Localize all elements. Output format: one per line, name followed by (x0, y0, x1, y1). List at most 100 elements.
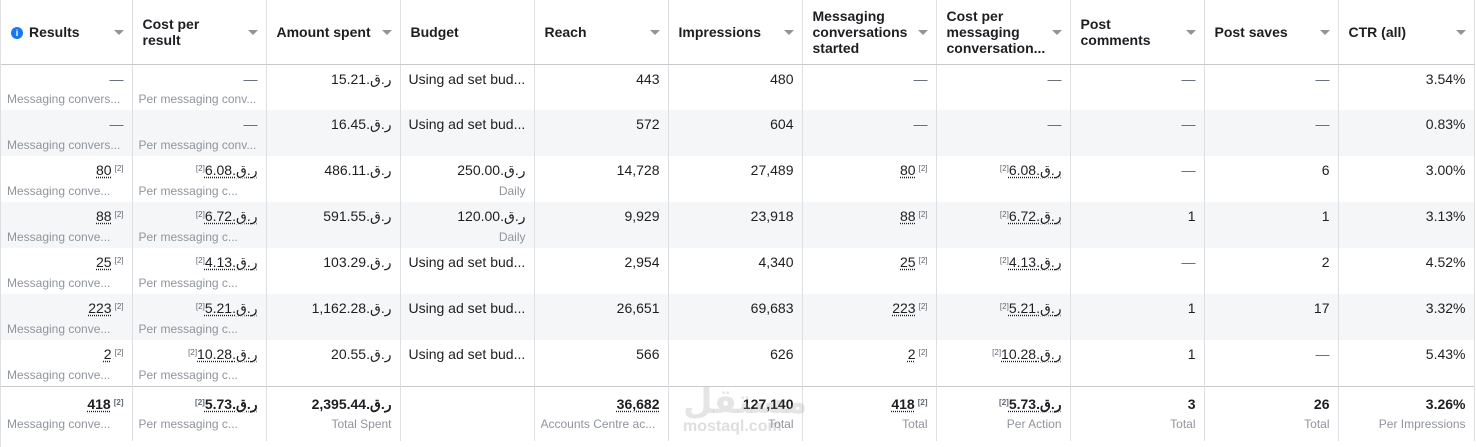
budget-text: Using ad set bud... (408, 70, 526, 87)
cell-value[interactable]: 88 [2] (96, 208, 123, 224)
value-text[interactable]: ر.ق.6.72 (1008, 208, 1062, 224)
column-header-post-comments[interactable]: Post comments (1070, 0, 1205, 65)
cell-value[interactable]: ر.ق.5.73[2] (192, 396, 257, 413)
table-row[interactable]: 2 [2] Messaging conve... ر.ق.10.28[2] Per me… (1, 340, 1475, 386)
cell-value[interactable]: 223 [2] (88, 300, 123, 316)
table-row[interactable]: — Messaging convers... — Per messaging conv… (1, 110, 1475, 156)
cell-value[interactable]: 80 [2] (900, 162, 927, 178)
column-header-messaging-conversations[interactable]: Messaging conversations started (802, 0, 937, 65)
cell-value[interactable]: 2 [2] (104, 346, 124, 362)
value-text[interactable]: 80 (900, 162, 916, 178)
cell-value[interactable]: 36,682 (617, 396, 660, 412)
value-text[interactable]: 25 (96, 254, 112, 270)
column-header-reach[interactable]: Reach (534, 0, 669, 65)
cell-value[interactable]: ر.ق.6.08[2] (193, 162, 258, 179)
value-text: 0.83% (1425, 116, 1466, 132)
value-text: — (109, 70, 124, 87)
column-header-cost-per-messaging[interactable]: Cost per messaging conversation... (936, 0, 1071, 65)
chevron-down-icon[interactable] (1455, 29, 1466, 35)
column-header-ctr[interactable]: CTR (all) (1338, 0, 1475, 65)
chevron-down-icon[interactable] (783, 29, 794, 35)
value-text[interactable]: ر.ق.5.21 (1008, 300, 1062, 316)
cell-value[interactable]: ر.ق.5.73[2] (996, 396, 1061, 413)
cell-value[interactable]: 418 [2] (87, 396, 123, 412)
cell-value: 480 (770, 71, 793, 87)
value-text[interactable]: 80 (96, 162, 112, 178)
column-label: Amount spent (276, 23, 371, 40)
value-text: 2,954 (624, 254, 660, 270)
value-text[interactable]: ر.ق.10.28 (197, 346, 258, 362)
value-text[interactable]: 223 (88, 300, 112, 316)
cell-value[interactable]: ر.ق.5.21[2] (997, 300, 1062, 317)
cell-value: 1 (1188, 300, 1196, 316)
value-text[interactable]: 418 (891, 395, 915, 412)
cell-value[interactable]: 25 [2] (96, 254, 123, 270)
chevron-down-icon[interactable] (1319, 29, 1330, 35)
value-text[interactable]: ر.ق.6.08 (204, 162, 258, 178)
cell-value[interactable]: 88 [2] (900, 208, 927, 224)
chevron-down-icon[interactable] (247, 29, 258, 35)
cell-value: — (1182, 254, 1196, 270)
value-text: ر.ق.103.29 (323, 254, 392, 270)
cell-value[interactable]: ر.ق.10.28[2] (185, 346, 257, 363)
value-text[interactable]: ر.ق.4.13 (1008, 254, 1062, 270)
column-header-budget[interactable]: Budget (400, 0, 535, 65)
cell-value: 1 (1188, 208, 1196, 224)
value-text[interactable]: 418 (87, 395, 111, 412)
table-row[interactable]: 80 [2] Messaging conve... ر.ق.6.08[2] Per me… (1, 156, 1475, 202)
cell-value[interactable]: ر.ق.6.08[2] (997, 162, 1062, 179)
value-text[interactable]: 2 (907, 346, 916, 362)
cell-value: 26 (1314, 396, 1330, 412)
column-header-amount-spent[interactable]: Amount spent (266, 0, 401, 65)
cell-value[interactable]: ر.ق.10.28[2] (989, 346, 1061, 363)
cell-value[interactable]: 418 [2] (891, 396, 927, 412)
table-row[interactable]: 88 [2] Messaging conve... ر.ق.6.72[2] Per me… (1, 202, 1475, 248)
cell-value[interactable]: 2 [2] (908, 346, 928, 362)
table-row[interactable]: 223 [2] Messaging conve... ر.ق.5.21[2] Per m… (1, 294, 1475, 340)
cell-value[interactable]: 223 [2] (892, 300, 927, 316)
cell-value[interactable]: ر.ق.6.72[2] (997, 208, 1062, 225)
column-header-results[interactable]: i Results (1, 0, 133, 65)
value-text[interactable]: ر.ق.6.08 (1008, 162, 1062, 178)
cell-value[interactable]: 80 [2] (96, 162, 123, 178)
table-row[interactable]: — Messaging convers... — Per messaging conv… (1, 64, 1475, 110)
column-header-post-saves[interactable]: Post saves (1204, 0, 1339, 65)
cell-value: 3.26% (1426, 396, 1466, 412)
value-text[interactable]: 223 (892, 300, 916, 316)
cell-value[interactable]: 25 [2] (900, 254, 927, 270)
cell-value[interactable]: ر.ق.4.13[2] (997, 254, 1062, 271)
chevron-down-icon[interactable] (917, 29, 928, 35)
value-text[interactable]: ر.ق.10.28 (1001, 346, 1062, 362)
value-text[interactable]: ر.ق.5.73 (1008, 395, 1062, 412)
cell-post-saves: 2 (1204, 248, 1339, 294)
cell-value[interactable]: ر.ق.6.72[2] (193, 208, 258, 225)
cell-value[interactable]: ر.ق.5.21[2] (193, 300, 258, 317)
cell-messaging-conversations: — (802, 110, 937, 156)
value-text[interactable]: 36,682 (616, 395, 660, 412)
cell-post-comments: — (1070, 248, 1205, 294)
column-header-impressions[interactable]: Impressions (668, 0, 803, 65)
value-text[interactable]: 88 (96, 208, 112, 224)
value-text[interactable]: ر.ق.5.21 (204, 300, 258, 316)
column-header-cost-per-result[interactable]: Cost per result (132, 0, 267, 65)
value-text[interactable]: 2 (103, 346, 112, 362)
value-text[interactable]: 25 (900, 254, 916, 270)
value-text[interactable]: 88 (900, 208, 916, 224)
value-text[interactable]: ر.ق.5.73 (204, 395, 258, 412)
cell-cost-per-result: ر.ق.5.21[2] Per messaging c... (132, 294, 267, 340)
cell-value[interactable]: ر.ق.4.13[2] (193, 254, 258, 271)
chevron-down-icon[interactable] (649, 29, 660, 35)
info-icon[interactable]: i (11, 26, 23, 39)
footnote-marker: [2] (918, 164, 928, 173)
table-row[interactable]: 25 [2] Messaging conve... ر.ق.4.13[2] Per me… (1, 248, 1475, 294)
chevron-down-icon[interactable] (113, 29, 124, 35)
value-text[interactable]: ر.ق.4.13 (204, 254, 258, 270)
chevron-down-icon[interactable] (381, 29, 392, 35)
chevron-down-icon[interactable] (1185, 29, 1196, 35)
chevron-down-icon[interactable] (1051, 29, 1062, 35)
value-text[interactable]: ر.ق.6.72 (204, 208, 258, 224)
cell-value: — (1316, 346, 1330, 362)
cell-subtext: Per messaging c... (138, 276, 238, 290)
cell-ctr: 3.13% (1338, 202, 1475, 248)
cell-value: 9,929 (624, 208, 659, 224)
